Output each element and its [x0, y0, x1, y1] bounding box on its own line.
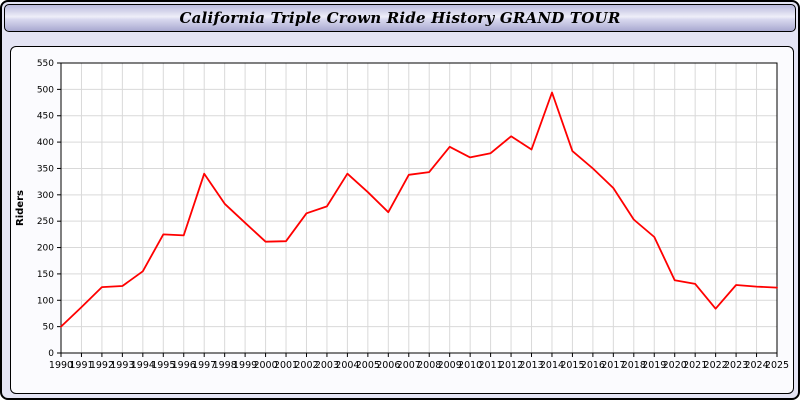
x-tick-label: 2010 [458, 360, 482, 371]
y-tick-label: 550 [37, 59, 54, 69]
series-line-riders [60, 91, 778, 328]
ride-history-chart: 0501001502002503003504004505005501990199… [15, 59, 789, 371]
x-tick-label: 2021 [683, 360, 707, 371]
x-tick-label: 2011 [479, 360, 503, 371]
plot-border [60, 62, 778, 354]
x-tick-label: 2000 [253, 360, 277, 371]
y-tick-label: 100 [37, 296, 54, 306]
x-tick-label: 2025 [765, 360, 789, 371]
y-tick-label: 250 [37, 217, 54, 227]
page-title: California Triple Crown Ride History GRA… [179, 9, 621, 27]
y-tick-label: 450 [37, 112, 54, 122]
x-tick-label: 2003 [315, 360, 339, 371]
x-tick-label: 2022 [704, 360, 728, 371]
x-tick-label: 2008 [417, 360, 441, 371]
x-tick-label: 1996 [172, 360, 196, 371]
y-tick-label: 50 [43, 323, 55, 333]
y-tick-label: 0 [48, 349, 54, 359]
x-tick-label: 2015 [560, 360, 584, 371]
window-titlebar: California Triple Crown Ride History GRA… [4, 4, 796, 32]
x-tick-label: 1997 [192, 360, 216, 371]
x-tick-label: 1998 [213, 360, 237, 371]
x-tick-label: 2009 [438, 360, 462, 371]
x-tick-label: 2020 [663, 360, 687, 371]
x-tick-label: 2012 [499, 360, 523, 371]
y-tick-label: 150 [37, 270, 54, 280]
x-tick-label: 2017 [601, 360, 625, 371]
y-tick-label: 500 [37, 85, 54, 95]
y-tick-label: 350 [37, 164, 54, 174]
x-tick-label: 1999 [233, 360, 257, 371]
chart-panel: 0 50 100 150 200 250 300 350 400 450 500 550 1990 199… [10, 46, 794, 394]
x-tick-label: 1990 [49, 360, 73, 371]
plot-background [61, 63, 777, 353]
y-axis-label: Riders [15, 190, 26, 226]
y-tick-label: 300 [37, 191, 54, 201]
y-tick-label: 400 [37, 138, 54, 148]
x-tick-label: 2007 [397, 360, 421, 371]
x-tick-label: 2019 [642, 360, 666, 371]
x-tick-label: 2014 [540, 360, 564, 371]
x-tick-label: 2005 [356, 360, 380, 371]
x-tick-label: 1994 [131, 360, 155, 371]
x-tick-label: 1995 [151, 360, 175, 371]
x-tick-label: 2018 [622, 360, 646, 371]
x-tick-label: 1993 [110, 360, 134, 371]
x-tick-label: 2024 [744, 360, 768, 371]
x-tick-label: 1992 [90, 360, 114, 371]
x-tick-label: 2016 [581, 360, 605, 371]
x-tick-label: 2001 [274, 360, 298, 371]
x-tick-label: 2002 [294, 360, 318, 371]
x-tick-label: 2004 [335, 360, 359, 371]
y-tick-label: 200 [37, 244, 54, 254]
x-tick-label: 2013 [519, 360, 543, 371]
x-tick-label: 2006 [376, 360, 400, 371]
x-tick-label: 2023 [724, 360, 748, 371]
x-tick-label: 1991 [69, 360, 93, 371]
